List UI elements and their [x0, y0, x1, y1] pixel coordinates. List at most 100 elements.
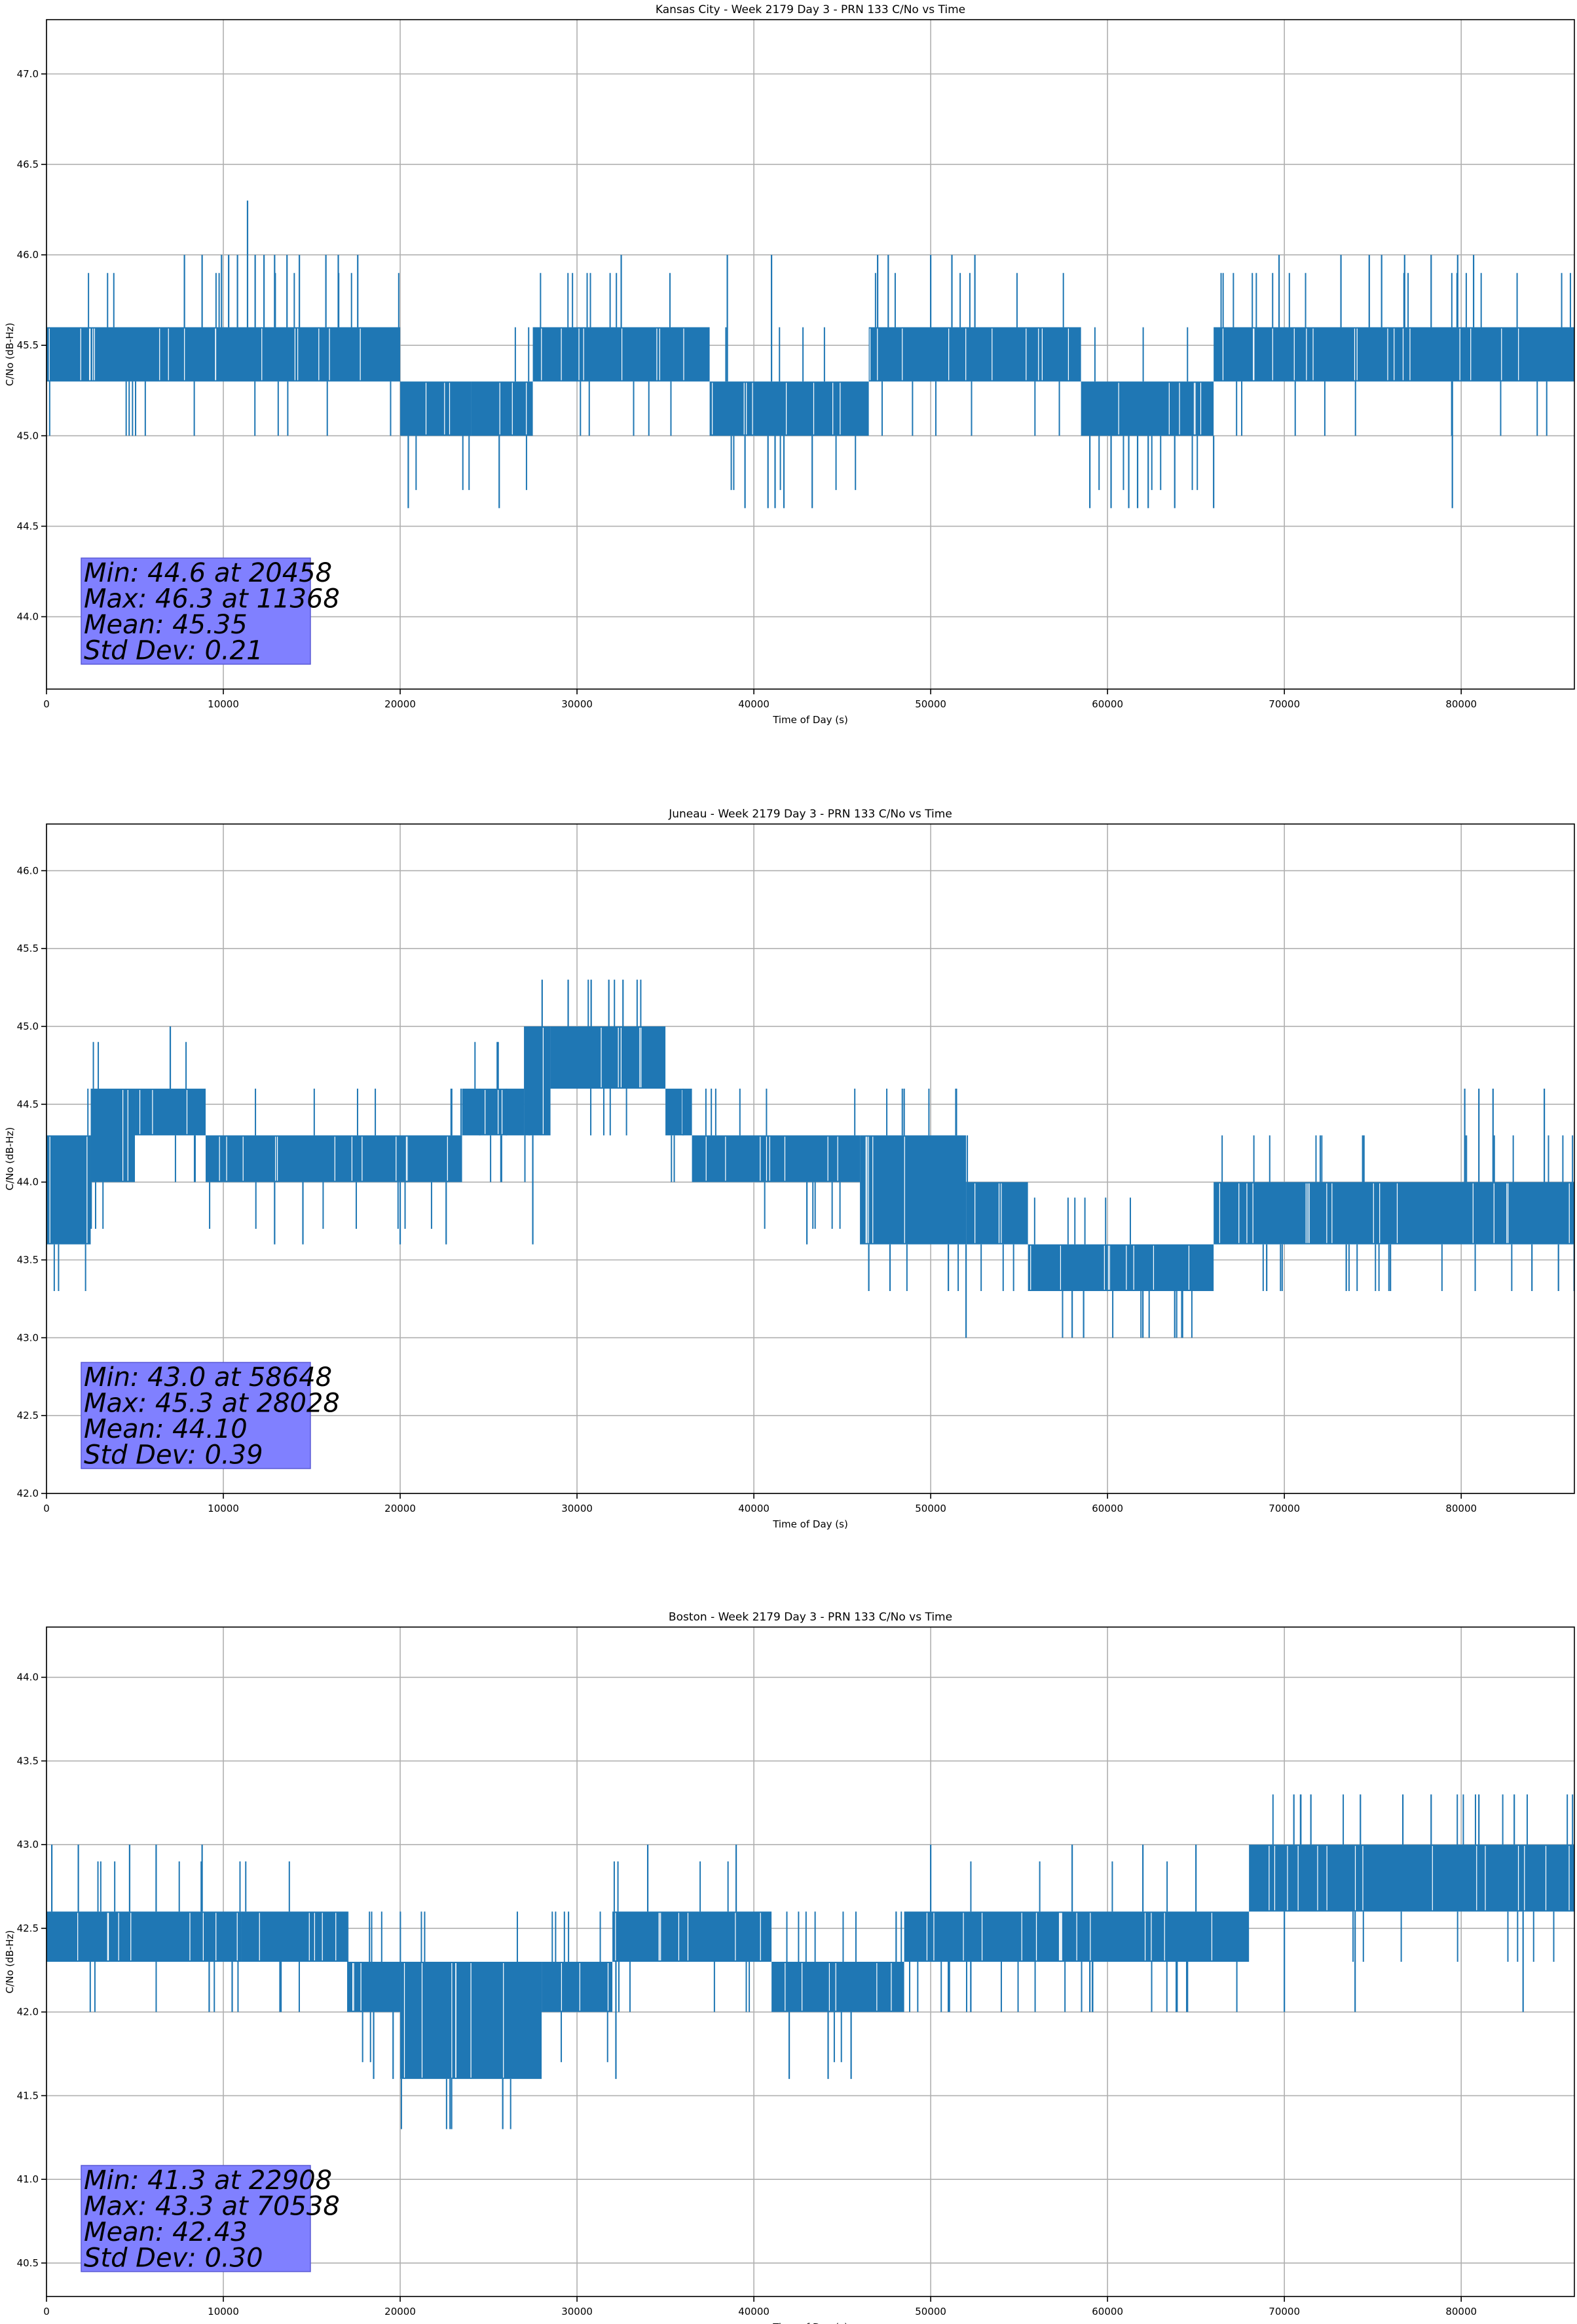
x-axis-label: Time of Day (s)	[772, 1518, 848, 1530]
stats-min: Min: 43.0 at 58648	[84, 1362, 332, 1393]
series-band	[904, 1911, 1037, 1962]
x-tick-label: 40000	[738, 1503, 770, 1514]
y-tick-label: 41.0	[17, 2173, 39, 2185]
series-band	[532, 327, 710, 382]
axes-frame	[46, 1626, 1575, 2297]
x-tick-label: 50000	[915, 698, 946, 710]
x-tick-label: 10000	[208, 698, 239, 710]
y-tick-label: 44.0	[17, 1176, 39, 1188]
y-tick-label: 42.5	[17, 1410, 39, 1421]
y-axis-label: C/No (dB-Hz)	[4, 323, 16, 386]
x-tick-label: 80000	[1445, 1503, 1477, 1514]
stats-max: Max: 43.3 at 70538	[84, 2192, 340, 2222]
series-line	[46, 979, 1575, 1338]
series-band	[46, 1135, 91, 1245]
series-band	[471, 381, 533, 436]
series-band	[462, 1089, 525, 1136]
series-line	[46, 200, 1574, 508]
series-band	[241, 1911, 348, 1962]
x-axis-label: Time of Day (s)	[772, 2321, 848, 2324]
series-band	[1249, 1845, 1574, 1912]
series-band	[692, 1135, 861, 1182]
series-band	[612, 1911, 772, 1962]
y-tick-label: 44.0	[17, 1672, 39, 1683]
stats-box-background	[81, 2165, 311, 2272]
series-band	[966, 1182, 1028, 1245]
chart-panel-1: 0 10000 20000 30000 40000 50000 60000 70000 8000…	[4, 808, 1575, 1530]
series-band	[46, 1911, 242, 1962]
y-tick-label: 45.5	[17, 943, 39, 954]
x-tick-label: 70000	[1269, 698, 1300, 710]
series-band	[135, 1089, 206, 1136]
y-tick-label: 43.0	[17, 1839, 39, 1850]
x-tick-label: 40000	[738, 2306, 770, 2317]
x-tick-label: 20000	[384, 698, 416, 710]
x-tick-label: 50000	[915, 1503, 946, 1514]
y-tick-label: 44.5	[17, 1098, 39, 1110]
x-tick-label: 0	[43, 2306, 50, 2317]
stats-mean: Mean: 44.10	[84, 1414, 248, 1444]
series-band	[709, 381, 869, 436]
chart-panel-2: 0 10000 20000 30000 40000 50000 60000 70000 8000…	[4, 1611, 1575, 2324]
y-tick-label: 46.0	[17, 249, 39, 261]
stats-max: Max: 45.3 at 28028	[84, 1389, 340, 1419]
stats-box-background	[81, 1362, 311, 1469]
x-tick-label: 30000	[561, 1503, 593, 1514]
x-tick-label: 60000	[1092, 698, 1123, 710]
y-tick-label: 42.5	[17, 1922, 39, 1934]
y-tick-label: 45.5	[17, 339, 39, 351]
series-band	[771, 1962, 904, 2012]
chart-title: Kansas City - Week 2179 Day 3 - PRN 133 …	[656, 3, 965, 16]
x-tick-label: 80000	[1445, 698, 1477, 710]
stats-mean: Mean: 45.35	[84, 610, 248, 640]
x-tick-label: 70000	[1269, 2306, 1300, 2317]
series-band	[1214, 1182, 1574, 1245]
series-band	[550, 1026, 666, 1089]
x-tick-label: 30000	[561, 698, 593, 710]
series-band	[860, 1135, 967, 1245]
axes-frame	[46, 19, 1575, 690]
y-axis-label: C/No (dB-Hz)	[4, 1127, 16, 1191]
y-tick-label: 43.5	[17, 1755, 39, 1767]
x-tick-label: 20000	[384, 2306, 416, 2317]
series-band	[46, 327, 401, 382]
series-band	[524, 1026, 551, 1136]
stats-max: Max: 46.3 at 11368	[84, 584, 340, 614]
y-tick-label: 43.0	[17, 1332, 39, 1343]
axes-frame	[46, 823, 1575, 1494]
stats-std: Std Dev: 0.39	[84, 1440, 263, 1471]
y-tick-label: 44.5	[17, 520, 39, 532]
y-tick-label: 42.0	[17, 1488, 39, 1499]
series-band	[665, 1089, 692, 1136]
x-tick-label: 80000	[1445, 2306, 1477, 2317]
stats-std: Std Dev: 0.30	[84, 2243, 263, 2274]
y-tick-label: 46.0	[17, 865, 39, 876]
y-tick-label: 46.5	[17, 159, 39, 170]
series-band	[1081, 381, 1214, 436]
stats-min: Min: 44.6 at 20458	[84, 558, 332, 588]
y-tick-label: 43.5	[17, 1254, 39, 1265]
x-tick-label: 0	[43, 1503, 50, 1514]
chart-title: Boston - Week 2179 Day 3 - PRN 133 C/No …	[669, 1611, 952, 1624]
x-tick-label: 60000	[1092, 2306, 1123, 2317]
y-tick-label: 45.0	[17, 430, 39, 441]
series-band	[206, 1135, 462, 1182]
series-band	[542, 1962, 613, 2012]
stats-mean: Mean: 42.43	[84, 2217, 248, 2247]
y-tick-label: 45.0	[17, 1021, 39, 1032]
stats-std: Std Dev: 0.21	[84, 636, 263, 666]
series-band	[400, 381, 472, 436]
x-tick-label: 10000	[208, 1503, 239, 1514]
y-tick-label: 44.0	[17, 611, 39, 623]
chart-title: Juneau - Week 2179 Day 3 - PRN 133 C/No …	[668, 808, 952, 821]
series-line	[46, 1794, 1574, 2129]
x-tick-label: 30000	[561, 2306, 593, 2317]
y-tick-label: 41.5	[17, 2090, 39, 2101]
stats-min: Min: 41.3 at 22908	[84, 2165, 332, 2196]
x-tick-label: 60000	[1092, 1503, 1123, 1514]
chart-panel-0: 0 10000 20000 30000 40000 50000 60000 70000 8000…	[4, 3, 1575, 726]
x-tick-label: 50000	[915, 2306, 946, 2317]
